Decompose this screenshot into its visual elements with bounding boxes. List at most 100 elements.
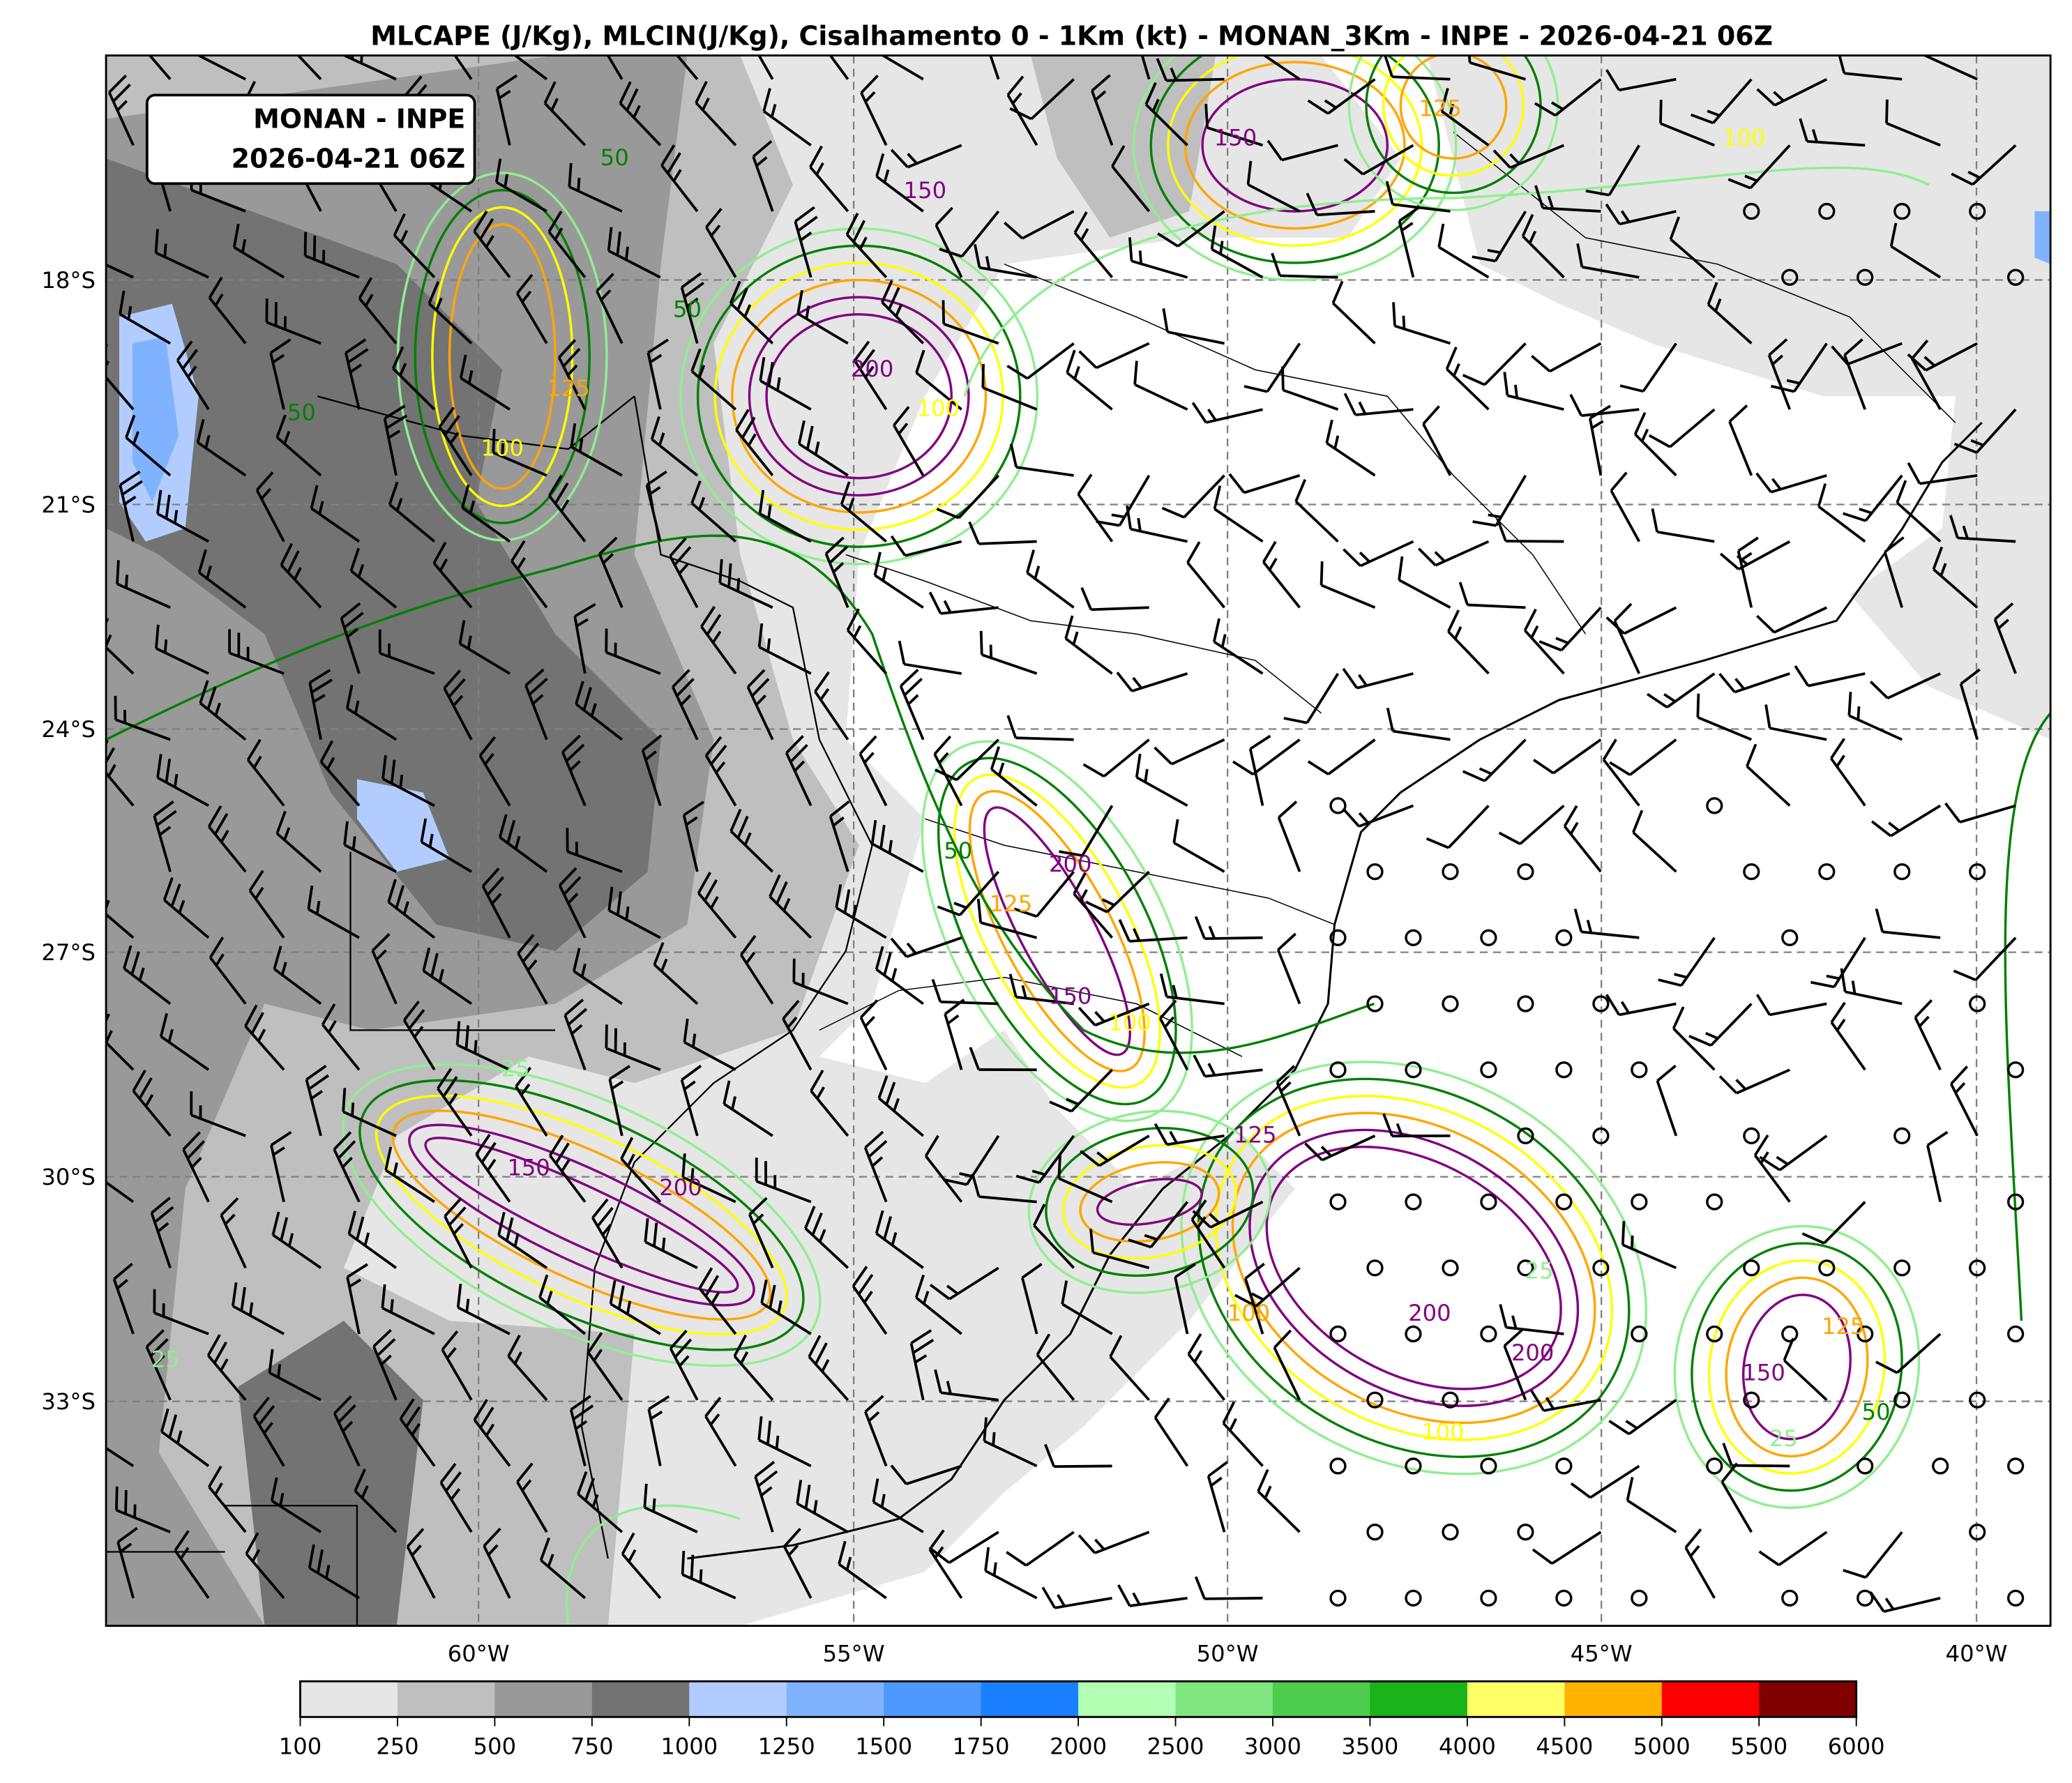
wind-barb xyxy=(981,363,1038,411)
wind-barb xyxy=(568,162,623,213)
wind-barb xyxy=(1126,505,1188,543)
wind-barb xyxy=(609,1280,661,1335)
wind-barb xyxy=(729,280,774,344)
wind-barb xyxy=(310,485,361,543)
wind-barb xyxy=(697,872,737,939)
wind-barb xyxy=(845,213,888,279)
colorbar-tick-label: 5000 xyxy=(1633,1733,1691,1759)
wind-barb xyxy=(1128,1201,1189,1249)
wind-barb xyxy=(1847,692,1903,741)
lon-tick: 40°W xyxy=(1946,1641,2008,1667)
wind-barb xyxy=(432,541,473,609)
wind-barb xyxy=(893,406,925,476)
calm-wind-circle xyxy=(1781,268,1799,286)
wind-barb xyxy=(1021,1263,1043,1335)
calm-wind-circle xyxy=(1517,863,1534,881)
wind-barb xyxy=(1009,443,1074,477)
wind-barb xyxy=(1605,69,1677,92)
contour-label: 50 xyxy=(944,837,972,864)
wind-barb xyxy=(1161,474,1225,519)
label-box: MONAN - INPE 2026-04-21 06Z xyxy=(145,93,476,185)
cape-750-1000-s xyxy=(238,1321,423,1626)
wind-barb xyxy=(1386,707,1451,741)
wind-barb xyxy=(899,668,925,741)
wind-barb xyxy=(863,1130,888,1203)
wind-barb xyxy=(333,1131,361,1203)
mlcin-contour-125 xyxy=(1231,1111,1596,1425)
wind-barb xyxy=(383,404,408,476)
wind-barb xyxy=(705,208,737,278)
wind-barb xyxy=(248,870,285,939)
wind-barb xyxy=(681,1153,736,1204)
wind-barb xyxy=(296,55,322,80)
wind-barb xyxy=(1276,1065,1301,1137)
mlcin-contour-50 xyxy=(358,1079,805,1351)
calm-wind-circle xyxy=(1893,1391,1911,1409)
wind-barb xyxy=(190,1091,246,1137)
wind-barb xyxy=(796,289,849,345)
wind-barb xyxy=(208,1465,247,1533)
wind-barb xyxy=(853,340,888,411)
wind-barb xyxy=(808,1335,849,1401)
calm-wind-circle xyxy=(1893,1127,1911,1145)
wind-barb xyxy=(1417,540,1490,567)
wind-barb xyxy=(1172,819,1225,873)
wind-barb xyxy=(232,223,285,279)
wind-barb xyxy=(976,899,1038,939)
wind-barb xyxy=(984,1547,1038,1600)
wind-barb xyxy=(1869,672,1941,699)
wind-barb xyxy=(1306,192,1375,217)
wind-barb xyxy=(573,948,623,1006)
calm-wind-circle xyxy=(1857,268,1874,286)
wind-barb xyxy=(864,1395,888,1467)
calm-wind-circle xyxy=(1405,929,1422,946)
calm-wind-circle xyxy=(1818,202,1836,220)
wind-barb xyxy=(196,418,247,477)
wind-barb xyxy=(273,946,322,1006)
wind-barb xyxy=(1684,1528,1716,1599)
lon-tick: 55°W xyxy=(823,1641,885,1667)
calm-wind-circle xyxy=(1706,1325,1723,1343)
wind-barb xyxy=(641,734,663,806)
wind-barb xyxy=(890,936,962,958)
wind-barb xyxy=(1158,999,1189,1071)
wind-barb xyxy=(695,80,737,146)
wind-barb xyxy=(644,1217,698,1270)
wind-barb xyxy=(561,734,587,807)
wind-barb xyxy=(1073,211,1114,278)
wind-barb xyxy=(1077,473,1114,543)
wind-barb xyxy=(1281,366,1339,411)
wind-barb xyxy=(265,298,322,345)
contour-label: 25 xyxy=(1769,1425,1798,1452)
state-border xyxy=(819,131,1956,1057)
wind-barb xyxy=(543,81,587,146)
wind-barb xyxy=(596,273,623,344)
wind-barb xyxy=(933,735,963,807)
wind-barb xyxy=(1343,540,1414,568)
calm-wind-circle xyxy=(1405,1457,1422,1475)
wind-barb xyxy=(1632,810,1677,873)
colorbar-tick-label: 3000 xyxy=(1244,1733,1301,1759)
calm-wind-circle xyxy=(1329,1589,1347,1607)
calm-wind-circle xyxy=(1969,995,1986,1012)
wind-barb xyxy=(280,543,322,609)
wind-barb xyxy=(275,810,322,873)
wind-barb xyxy=(605,1024,661,1071)
wind-barb xyxy=(1949,515,2016,543)
colorbar-tick-label: 2000 xyxy=(1050,1733,1107,1759)
mlcin-contour-25 xyxy=(1027,1109,1272,1294)
calm-wind-circle xyxy=(1743,863,1760,881)
wind-barb xyxy=(252,1396,285,1467)
wind-barb xyxy=(931,978,999,1006)
wind-barb xyxy=(153,1289,209,1335)
wind-barb xyxy=(232,1282,285,1335)
label-box-line2: 2026-04-21 06Z xyxy=(232,144,466,174)
contour-label: 125 xyxy=(990,890,1032,917)
calm-wind-circle xyxy=(1969,1391,1986,1409)
contour-label: 125 xyxy=(1234,1121,1276,1148)
wind-barb xyxy=(148,55,172,80)
wind-barb xyxy=(1499,1304,1564,1335)
wind-barb xyxy=(752,140,774,212)
wind-barb xyxy=(880,55,924,81)
